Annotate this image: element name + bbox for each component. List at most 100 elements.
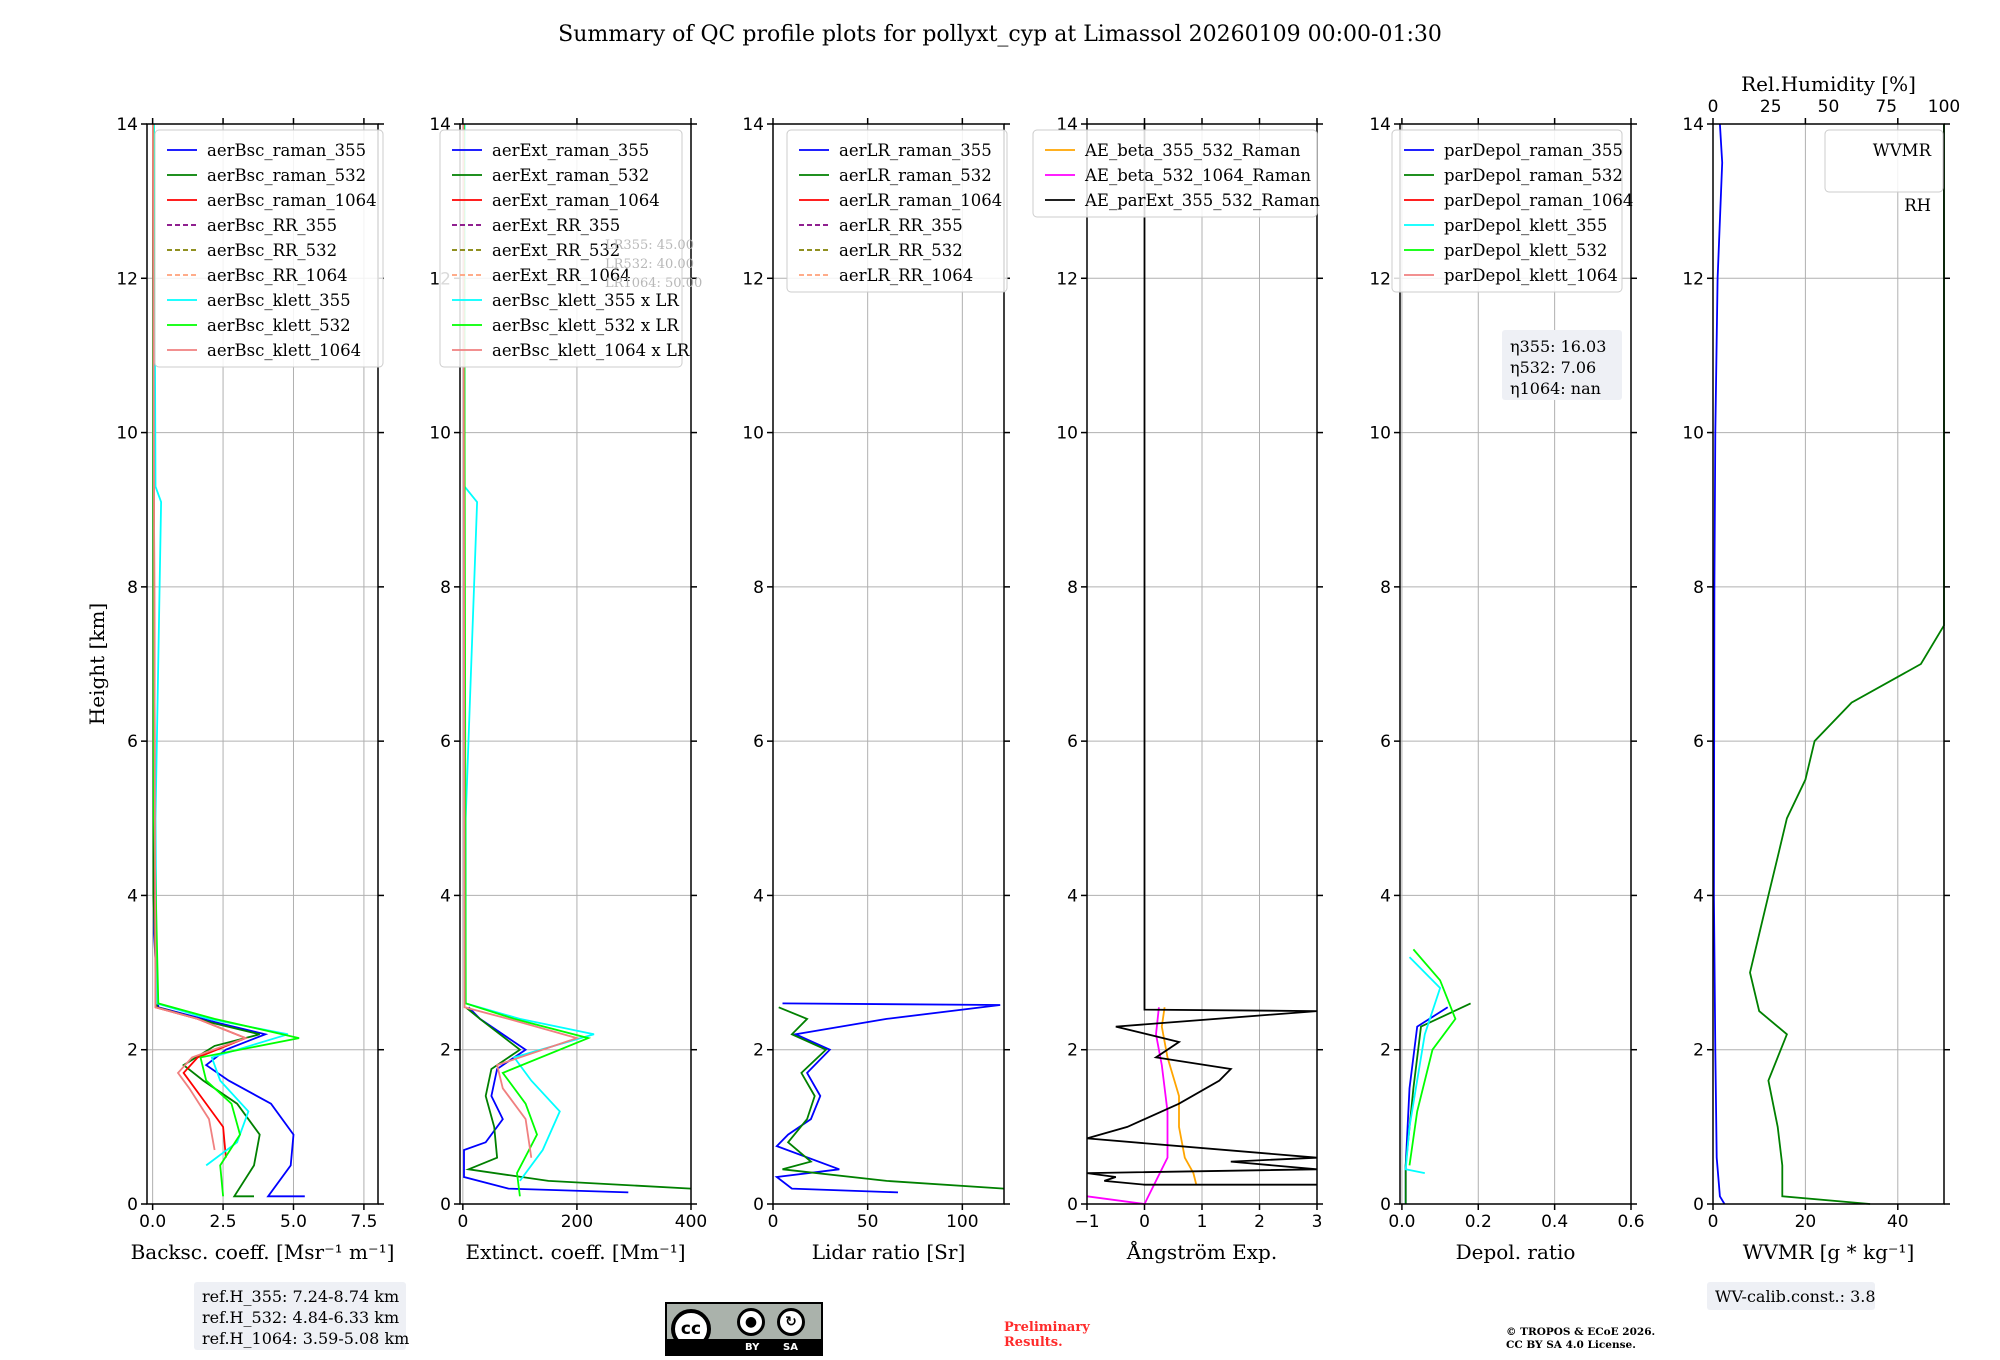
- panel-backscatter-xtick-label: 0.0: [139, 1212, 166, 1232]
- panel-extinction-series-aerBsc_klett_355 x LR: [463, 124, 595, 1182]
- panel-extinction-legend-label: aerBsc_klett_1064 x LR: [492, 341, 690, 360]
- panel-backscatter-legend-label: aerBsc_raman_532: [207, 166, 366, 185]
- panel-backscatter-legend-label: aerBsc_klett_355: [207, 291, 351, 310]
- panel-extinction-xtick-label: 200: [561, 1212, 593, 1232]
- panel-angstrom-series-AE_parExt_355_532_Raman: [1086, 124, 1318, 1186]
- panel-extinction-xtick-label: 0: [457, 1212, 468, 1232]
- panel-depol-ytick-label: 0: [1380, 1195, 1391, 1215]
- panel-depol-xtick-label: 0.6: [1617, 1212, 1644, 1232]
- panel-water_vapor-ytick-label: 14: [1682, 115, 1704, 135]
- y-axis-label: Height [km]: [85, 603, 109, 725]
- panel-angstrom-ytick-label: 0: [1067, 1195, 1078, 1215]
- panel-extinction-ytick-label: 2: [440, 1041, 451, 1061]
- panel-backscatter-series-aerBsc_klett_532: [152, 123, 300, 1197]
- panel-angstrom-xtick-label: 0: [1139, 1212, 1150, 1232]
- panel-extinction-legend-label: aerExt_RR_1064: [492, 266, 631, 285]
- panel-extinction-legend-label: aerExt_raman_355: [492, 141, 649, 160]
- panel-extinction-frame: [459, 123, 692, 1205]
- panel-water_vapor-wv-calib-box: [1707, 1282, 1875, 1310]
- panel-water_vapor-legend-box: [1824, 129, 1944, 193]
- panel-water_vapor-ytick-label: 8: [1693, 578, 1704, 598]
- panel-extinction-ytick-label: 6: [440, 732, 451, 752]
- panel-lidar_ratio-xtick-label: 100: [946, 1212, 978, 1232]
- panel-extinction-series-aerBsc_klett_532 x LR: [463, 123, 592, 1197]
- panel-water_vapor-ytick-label: 10: [1682, 424, 1704, 444]
- panel-angstrom-legend-label: AE_beta_532_1064_Raman: [1084, 166, 1311, 185]
- panel-lidar_ratio-ytick-label: 10: [742, 424, 764, 444]
- panel-angstrom-ytick-label: 4: [1067, 886, 1078, 906]
- panel-extinction-ytick-label: 0: [440, 1195, 451, 1215]
- panel-lidar_ratio-legend-box: [786, 129, 1008, 293]
- panel-angstrom-ytick-label: 8: [1067, 578, 1078, 598]
- panel-extinction-legend-label: aerExt_raman_1064: [492, 191, 660, 210]
- panel-water_vapor-xtick-label: 0: [1708, 1212, 1719, 1232]
- panel-backscatter-xtick-label: 2.5: [210, 1212, 237, 1232]
- panel-lidar_ratio-legend-label: aerLR_RR_355: [839, 216, 963, 235]
- panel-depol-xtick-label: 0.4: [1541, 1212, 1568, 1232]
- panel-angstrom-legend-label: AE_parExt_355_532_Raman: [1084, 191, 1320, 210]
- panel-extinction-legend-label: aerExt_RR_532: [492, 241, 620, 260]
- panel-water_vapor-top-xlabel: Rel.Humidity [%]: [1741, 72, 1916, 96]
- panel-extinction-xlabel: Extinct. coeff. [Mm⁻¹]: [465, 1240, 685, 1264]
- panel-backscatter-ytick-label: 14: [116, 115, 138, 135]
- panel-depol-ytick-label: 6: [1380, 732, 1391, 752]
- panel-angstrom-legend-box: [1032, 129, 1318, 218]
- panel-water_vapor-ytick-label: 2: [1693, 1041, 1704, 1061]
- panel-depol-legend-label: parDepol_raman_1064: [1444, 191, 1633, 210]
- panel-extinction-legend-label: aerBsc_klett_532 x LR: [492, 316, 679, 335]
- panel-depol-frame: [1399, 123, 1632, 1205]
- panel-backscatter-legend-label: aerBsc_klett_1064: [207, 341, 361, 360]
- panel-water_vapor-xtick-label: 20: [1795, 1212, 1817, 1232]
- preliminary-line-1: Preliminary: [1004, 1320, 1090, 1335]
- panel-lidar_ratio-ytick-label: 4: [753, 886, 764, 906]
- panel-depol-xtick-label: 0.0: [1388, 1212, 1415, 1232]
- panel-extinction-lr-note: LR1064: 50.00: [605, 276, 702, 291]
- panel-backscatter-legend-label: aerBsc_RR_1064: [207, 266, 348, 285]
- panel-depol-eta-label: η355: 16.03: [1510, 337, 1606, 356]
- panel-angstrom-xtick-label: 3: [1312, 1212, 1323, 1232]
- panel-water_vapor-top-xtick-label: 100: [1928, 97, 1960, 117]
- panel-depol-series-parDepol_klett_532: [1408, 948, 1457, 1166]
- panel-depol-legend-label: parDepol_klett_355: [1444, 216, 1607, 235]
- panel-backscatter-xlabel: Backsc. coeff. [Msr⁻¹ m⁻¹]: [131, 1240, 395, 1264]
- panel-angstrom-xlabel: Ångström Exp.: [1126, 1239, 1277, 1264]
- panel-lidar_ratio-legend-label: aerLR_RR_532: [839, 241, 963, 260]
- panel-angstrom-ytick-label: 6: [1067, 732, 1078, 752]
- panel-lidar_ratio-xlabel: Lidar ratio [Sr]: [812, 1240, 966, 1264]
- panel-backscatter-refh-label: ref.H_532: 4.84-6.33 km: [202, 1308, 399, 1327]
- panel-depol-ytick-label: 10: [1369, 424, 1391, 444]
- panel-backscatter-refh-box: [194, 1282, 406, 1350]
- panel-backscatter-legend-label: aerBsc_klett_532: [207, 316, 351, 335]
- panel-extinction-xtick-label: 400: [675, 1212, 707, 1232]
- cc-sa-label: SA: [783, 1342, 798, 1353]
- panel-lidar_ratio-ytick-label: 2: [753, 1041, 764, 1061]
- panel-depol-series-parDepol_raman_532: [1404, 1002, 1471, 1204]
- panel-depol-legend-label: parDepol_klett_532: [1444, 241, 1607, 260]
- panel-water_vapor-series-WVMR: [1713, 123, 1726, 1205]
- panel-angstrom-ytick-label: 12: [1056, 269, 1078, 289]
- copyright-note: © TROPOS & ECoE 2026. CC BY SA 4.0 Licen…: [1506, 1326, 1655, 1352]
- panel-backscatter-legend-label: aerBsc_raman_355: [207, 141, 366, 160]
- panel-water_vapor-series-RH: [1749, 124, 1945, 1205]
- panel-backscatter-legend-label: aerBsc_raman_1064: [207, 191, 377, 210]
- cc-license-badge: cc ● ↻ BY SA: [665, 1302, 823, 1356]
- panel-backscatter-legend-box: [154, 129, 384, 368]
- panel-backscatter-xtick-label: 7.5: [350, 1212, 377, 1232]
- panel-backscatter-legend-label: aerBsc_RR_532: [207, 241, 337, 260]
- preliminary-note: Preliminary Results.: [1004, 1320, 1090, 1350]
- panel-extinction-legend-label: aerBsc_klett_355 x LR: [492, 291, 679, 310]
- panel-backscatter-ytick-label: 8: [127, 578, 138, 598]
- panel-water_vapor-legend-label: RH: [1904, 196, 1931, 215]
- panel-backscatter-frame: [146, 123, 379, 1205]
- panel-backscatter-legend-label: aerBsc_RR_355: [207, 216, 337, 235]
- panel-depol-legend-label: parDepol_raman_532: [1444, 166, 1623, 185]
- panel-depol-ytick-label: 12: [1369, 269, 1391, 289]
- panel-lidar_ratio-frame: [772, 123, 1005, 1205]
- panel-backscatter-ytick-label: 12: [116, 269, 138, 289]
- panel-extinction-legend-label: aerExt_raman_532: [492, 166, 649, 185]
- panel-backscatter-ytick-label: 0: [127, 1195, 138, 1215]
- panel-extinction-ytick-label: 4: [440, 886, 451, 906]
- panel-extinction-series-aerExt_raman_532: [465, 1006, 692, 1190]
- panel-angstrom-ytick-label: 2: [1067, 1041, 1078, 1061]
